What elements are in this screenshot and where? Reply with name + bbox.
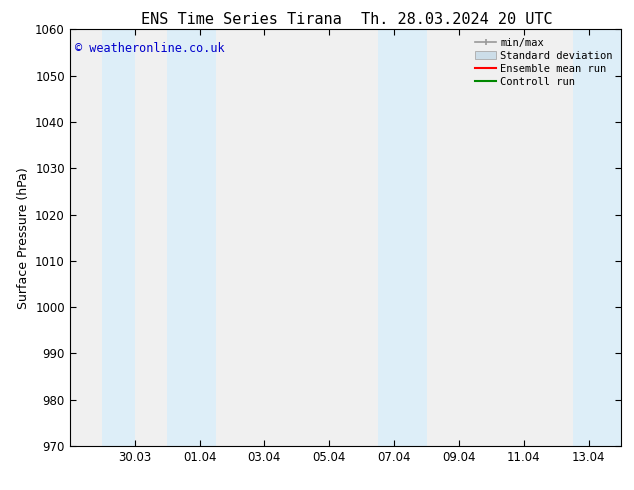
Bar: [378, 29, 427, 446]
Text: ENS Time Series Tirana: ENS Time Series Tirana: [141, 12, 341, 27]
Legend: min/max, Standard deviation, Ensemble mean run, Controll run: min/max, Standard deviation, Ensemble me…: [472, 35, 616, 90]
Bar: [102, 29, 134, 446]
Bar: [573, 29, 621, 446]
Bar: [167, 29, 216, 446]
Text: © weatheronline.co.uk: © weatheronline.co.uk: [75, 42, 225, 55]
Y-axis label: Surface Pressure (hPa): Surface Pressure (hPa): [16, 167, 30, 309]
Text: Th. 28.03.2024 20 UTC: Th. 28.03.2024 20 UTC: [361, 12, 552, 27]
